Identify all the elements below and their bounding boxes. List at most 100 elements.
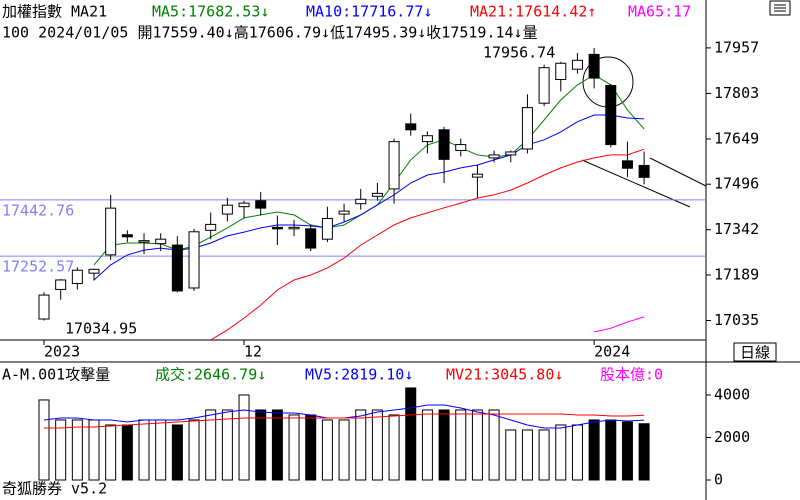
candle-body — [505, 151, 517, 156]
info-line: 100 2024/01/05 開17559.40↓高17606.79↓低1749… — [2, 24, 538, 42]
menu-icon-lines — [774, 4, 786, 12]
candle-body — [121, 234, 133, 238]
volume-bar — [288, 414, 300, 481]
y-tick-label: 17496 — [714, 175, 759, 193]
volume-bar — [588, 419, 600, 481]
candle-body — [305, 228, 317, 249]
volume-bar — [505, 429, 517, 481]
candle-body — [455, 144, 467, 151]
candle-body — [71, 269, 83, 285]
volume-bar — [471, 409, 483, 481]
indicator-label: MA21:17614.42↑ — [470, 3, 596, 21]
volume-bar — [338, 419, 350, 481]
candle-body — [371, 192, 383, 197]
candle-body — [621, 160, 633, 169]
candle-body — [405, 123, 417, 131]
volume-bar — [521, 429, 533, 481]
candle-body — [388, 141, 400, 190]
volume-bar — [538, 429, 550, 481]
candle-body — [471, 173, 483, 178]
candle-body — [138, 240, 150, 243]
indicator-label: 成交:2646.79↓ — [155, 366, 266, 384]
candle-body — [55, 279, 67, 290]
volume-bar — [255, 409, 267, 481]
candle-body — [205, 223, 217, 231]
y-tick-label: 17803 — [714, 84, 759, 102]
candle-body — [155, 238, 167, 245]
x-tick-label: 12 — [244, 343, 262, 361]
volume-bar — [138, 419, 150, 481]
trend-line — [581, 159, 691, 208]
volume-bar — [571, 424, 583, 481]
volume-bar — [405, 387, 417, 481]
candle-body — [521, 107, 533, 150]
volume-bar — [121, 424, 133, 481]
candle-body — [105, 207, 117, 256]
candle-body — [555, 62, 567, 81]
candle-body — [488, 154, 500, 159]
y-tick-label: 4000 — [714, 385, 750, 403]
volume-bar — [638, 423, 650, 481]
candle-body — [171, 244, 183, 292]
candle-body — [355, 198, 367, 205]
volume-bar — [238, 394, 250, 481]
x-tick-label: 2023 — [44, 343, 80, 361]
volume-bar — [438, 409, 450, 481]
candle-body — [571, 59, 583, 70]
volume-bar — [621, 421, 633, 481]
volume-bar — [38, 399, 50, 481]
y-tick-label: 17189 — [714, 265, 759, 283]
volume-bar — [188, 419, 200, 481]
candle-body — [605, 84, 617, 146]
volume-bar — [271, 409, 283, 481]
candle-body — [288, 226, 300, 230]
volume-bar — [305, 414, 317, 481]
ma-line — [93, 114, 645, 281]
volume-bar — [155, 419, 167, 481]
candle-body — [238, 202, 250, 208]
indicator-label: MA5:17682.53↓ — [152, 3, 269, 21]
ma-line — [210, 148, 645, 340]
y-tick-label: 17035 — [714, 311, 759, 329]
x-tick-label: 2024 — [594, 343, 630, 361]
candle-body — [271, 226, 283, 230]
candle-body — [88, 268, 100, 274]
volume-bar — [355, 409, 367, 481]
volume-bar — [205, 409, 217, 481]
indicator-label: MA65:17 — [628, 3, 691, 21]
volume-bar — [88, 419, 100, 481]
y-tick-label: 2000 — [714, 428, 750, 446]
volume-bar — [221, 409, 233, 481]
reference-label: 17252.57 — [2, 258, 74, 276]
indicator-label: A-M.001攻擊量 — [2, 366, 110, 384]
annotation: 17956.74 — [483, 44, 555, 62]
volume-bar — [455, 409, 467, 481]
indicator-label: MA10:17716.77↓ — [306, 3, 432, 21]
volume-bar — [555, 424, 567, 481]
candle-body — [421, 135, 433, 143]
volume-bar — [421, 409, 433, 481]
candle-body — [188, 231, 200, 289]
candle-body — [538, 67, 550, 104]
indicator-label: 股本億:0 — [600, 366, 663, 384]
indicator-label: MV5:2819.10↓ — [305, 366, 413, 384]
y-tick-label: 17957 — [714, 38, 759, 56]
ma-line — [44, 413, 645, 429]
candle-body — [588, 53, 600, 79]
candle-body — [255, 200, 267, 209]
candle-body — [221, 204, 233, 215]
period-box[interactable] — [733, 342, 777, 362]
volume-bar — [388, 414, 400, 481]
trend-line — [649, 157, 707, 187]
reference-label: 17442.76 — [2, 201, 74, 219]
volume-bar — [55, 419, 67, 481]
volume-bar — [605, 419, 617, 481]
volume-bar — [321, 419, 333, 481]
volume-bar — [171, 424, 183, 481]
annotation: 17034.95 — [65, 320, 137, 338]
period-label: 日線 — [740, 344, 770, 362]
indicator-label: 加權指數 MA21 — [2, 3, 107, 21]
candle-body — [38, 294, 50, 320]
